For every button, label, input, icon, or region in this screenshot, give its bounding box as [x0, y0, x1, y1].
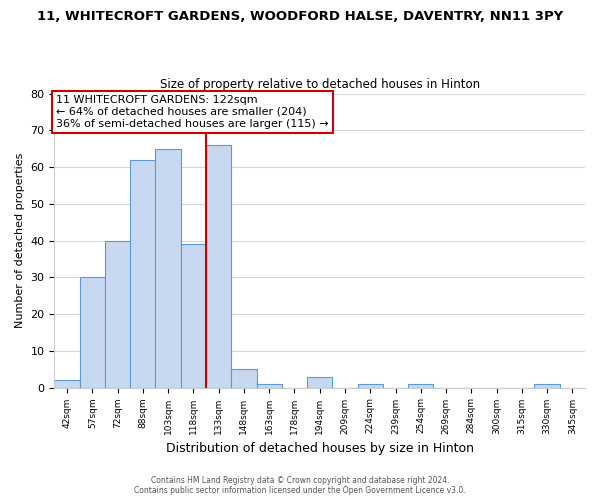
Y-axis label: Number of detached properties: Number of detached properties — [15, 153, 25, 328]
Bar — [408, 384, 433, 388]
Bar — [130, 160, 155, 388]
Bar — [231, 369, 257, 388]
Text: 11, WHITECROFT GARDENS, WOODFORD HALSE, DAVENTRY, NN11 3PY: 11, WHITECROFT GARDENS, WOODFORD HALSE, … — [37, 10, 563, 23]
Bar — [181, 244, 206, 388]
Bar — [105, 240, 130, 388]
Text: 11 WHITECROFT GARDENS: 122sqm
← 64% of detached houses are smaller (204)
36% of : 11 WHITECROFT GARDENS: 122sqm ← 64% of d… — [56, 96, 329, 128]
Bar — [535, 384, 560, 388]
X-axis label: Distribution of detached houses by size in Hinton: Distribution of detached houses by size … — [166, 442, 474, 455]
Bar — [80, 278, 105, 388]
Bar — [55, 380, 80, 388]
Bar — [358, 384, 383, 388]
Bar — [155, 148, 181, 388]
Title: Size of property relative to detached houses in Hinton: Size of property relative to detached ho… — [160, 78, 480, 91]
Bar — [206, 145, 231, 388]
Bar — [307, 376, 332, 388]
Text: Contains HM Land Registry data © Crown copyright and database right 2024.
Contai: Contains HM Land Registry data © Crown c… — [134, 476, 466, 495]
Bar — [257, 384, 282, 388]
